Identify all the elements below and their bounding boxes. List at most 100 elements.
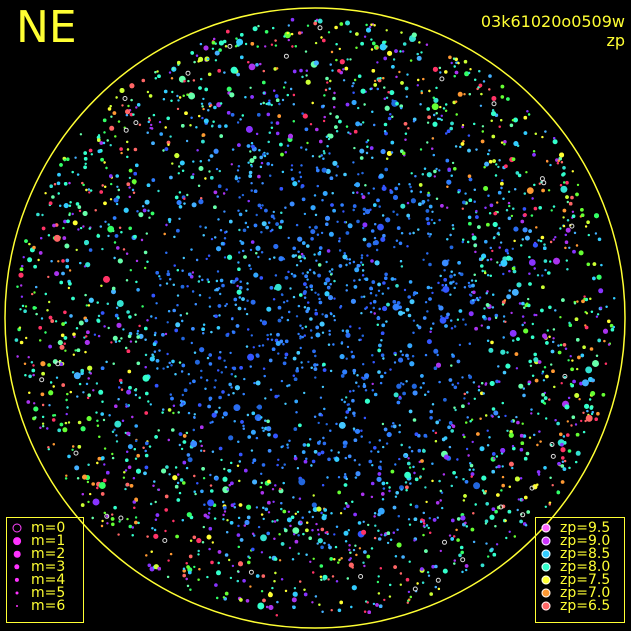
star-point xyxy=(438,66,442,70)
star-point xyxy=(408,183,411,186)
star-point xyxy=(176,269,179,272)
star-point xyxy=(277,458,280,461)
star-point xyxy=(378,307,381,311)
star-point xyxy=(259,155,264,160)
star-point xyxy=(582,430,586,434)
star-point xyxy=(342,79,346,82)
star-point xyxy=(362,222,368,228)
star-point xyxy=(103,276,110,283)
star-point xyxy=(138,396,141,399)
star-point xyxy=(59,280,63,285)
star-point xyxy=(142,446,145,449)
star-point xyxy=(462,140,465,143)
star-point xyxy=(328,87,331,90)
star-point xyxy=(317,18,323,24)
star-point xyxy=(217,218,220,221)
star-point xyxy=(317,273,321,278)
star-point xyxy=(178,432,183,436)
star-point xyxy=(246,515,251,520)
star-point xyxy=(76,173,80,176)
star-point xyxy=(210,237,214,241)
star-point xyxy=(168,220,171,224)
star-point xyxy=(76,348,81,353)
star-point xyxy=(202,525,205,529)
star-point xyxy=(133,506,136,509)
star-point xyxy=(261,463,266,467)
star-point xyxy=(211,420,214,424)
star-point xyxy=(223,467,226,471)
star-point xyxy=(434,440,438,443)
star-point xyxy=(128,226,132,231)
star-point xyxy=(259,319,263,322)
star-point xyxy=(376,198,380,203)
star-point xyxy=(125,482,130,487)
star-point xyxy=(560,447,566,453)
star-point xyxy=(109,125,115,131)
star-point xyxy=(497,190,502,195)
star-point xyxy=(161,468,167,474)
star-point xyxy=(284,276,289,280)
star-point xyxy=(373,79,377,83)
star-point xyxy=(516,337,520,341)
star-point xyxy=(440,315,443,318)
star-point xyxy=(132,500,137,504)
star-point xyxy=(377,472,382,476)
star-point xyxy=(451,423,454,427)
star-point xyxy=(550,349,555,354)
star-point xyxy=(373,240,379,246)
star-point xyxy=(398,357,404,363)
star-point xyxy=(352,191,355,194)
star-point xyxy=(275,341,281,346)
star-point xyxy=(144,465,149,470)
star-point xyxy=(32,306,37,310)
star-point xyxy=(480,139,485,144)
star-point xyxy=(244,96,247,99)
star-point xyxy=(538,206,542,210)
star-point xyxy=(183,197,186,200)
star-point xyxy=(588,398,592,401)
star-point xyxy=(35,285,38,289)
star-point xyxy=(80,503,85,507)
star-point xyxy=(145,232,148,235)
star-point xyxy=(432,153,435,157)
star-point xyxy=(111,456,115,460)
star-point xyxy=(387,287,390,290)
star-point xyxy=(286,31,289,35)
star-point xyxy=(144,266,147,270)
star-point xyxy=(387,116,392,121)
star-point xyxy=(19,308,22,311)
star-point xyxy=(501,303,505,306)
star-point xyxy=(494,313,499,318)
star-point xyxy=(399,260,403,263)
star-point xyxy=(413,517,418,521)
star-point xyxy=(282,343,285,346)
star-point xyxy=(429,592,434,596)
star-point xyxy=(327,543,331,547)
star-point xyxy=(489,274,492,277)
star-point xyxy=(382,40,386,45)
star-point xyxy=(176,200,182,206)
star-point xyxy=(74,349,77,352)
star-point xyxy=(408,523,412,526)
star-point xyxy=(388,486,391,489)
star-point xyxy=(192,79,196,82)
star-point xyxy=(363,610,367,613)
star-point xyxy=(327,287,330,290)
star-point xyxy=(349,30,352,33)
star-point xyxy=(270,214,275,219)
star-point xyxy=(390,469,395,474)
star-point xyxy=(40,392,45,397)
star-point xyxy=(365,306,368,309)
star-point xyxy=(136,210,139,213)
star-point xyxy=(392,303,400,311)
star-point xyxy=(398,241,403,246)
star-point xyxy=(173,264,176,267)
star-point xyxy=(382,233,386,238)
star-point xyxy=(185,577,188,581)
star-point xyxy=(533,352,537,357)
star-point xyxy=(337,69,341,73)
star-point xyxy=(114,420,122,428)
star-point xyxy=(372,361,375,364)
star-point xyxy=(40,237,43,240)
star-point xyxy=(292,246,297,251)
